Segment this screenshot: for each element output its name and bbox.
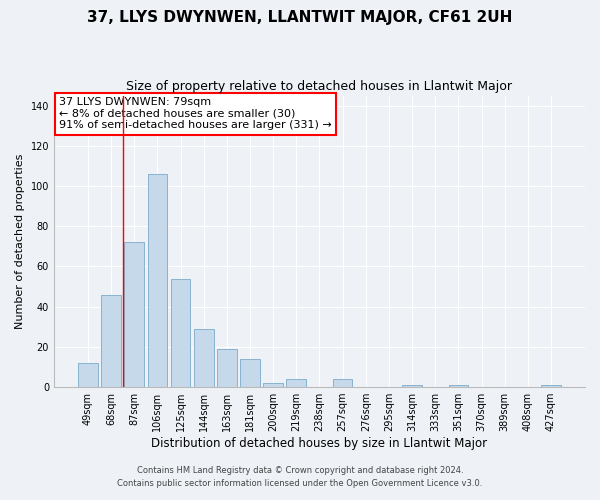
Bar [148,174,167,387]
X-axis label: Distribution of detached houses by size in Llantwit Major: Distribution of detached houses by size … [151,437,488,450]
Text: 37, LLYS DWYNWEN, LLANTWIT MAJOR, CF61 2UH: 37, LLYS DWYNWEN, LLANTWIT MAJOR, CF61 2… [88,10,512,25]
Y-axis label: Number of detached properties: Number of detached properties [15,154,25,329]
Bar [170,278,190,387]
Text: Contains HM Land Registry data © Crown copyright and database right 2024.
Contai: Contains HM Land Registry data © Crown c… [118,466,482,487]
Bar [101,294,121,387]
Bar [217,349,236,387]
Bar [240,359,260,387]
Bar [449,385,468,387]
Bar [286,379,306,387]
Bar [541,385,561,387]
Bar [194,329,214,387]
Bar [402,385,422,387]
Title: Size of property relative to detached houses in Llantwit Major: Size of property relative to detached ho… [127,80,512,93]
Text: 37 LLYS DWYNWEN: 79sqm
← 8% of detached houses are smaller (30)
91% of semi-deta: 37 LLYS DWYNWEN: 79sqm ← 8% of detached … [59,97,332,130]
Bar [333,379,352,387]
Bar [78,363,98,387]
Bar [263,383,283,387]
Bar [124,242,144,387]
